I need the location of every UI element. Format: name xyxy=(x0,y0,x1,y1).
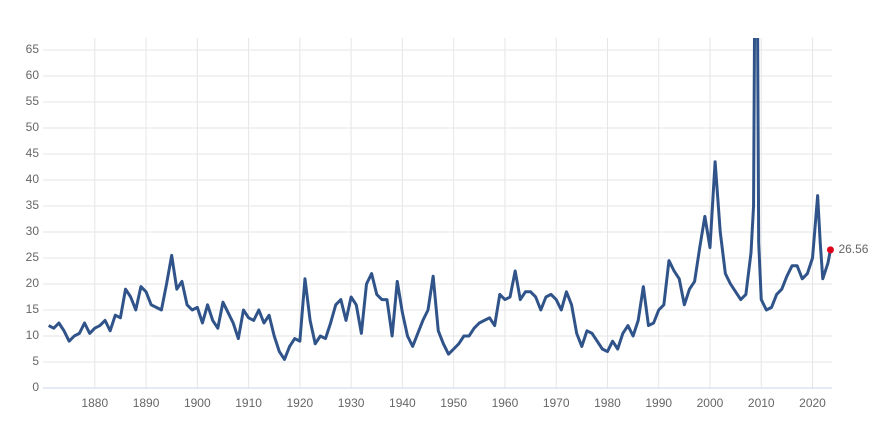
y-tick-label: 10 xyxy=(26,328,40,342)
y-tick-label: 35 xyxy=(26,198,40,212)
y-tick-label: 60 xyxy=(26,68,40,82)
last-value-label: 26.56 xyxy=(838,242,868,256)
y-tick-label: 50 xyxy=(26,120,40,134)
y-tick-label: 20 xyxy=(26,276,40,290)
x-tick-label: 1990 xyxy=(645,396,672,410)
x-tick-label: 1960 xyxy=(492,396,519,410)
x-tick-label: 1890 xyxy=(133,396,160,410)
x-tick-label: 1940 xyxy=(389,396,416,410)
y-tick-label: 40 xyxy=(26,172,40,186)
y-tick-label: 45 xyxy=(26,146,40,160)
y-tick-label: 55 xyxy=(26,94,40,108)
y-tick-label: 5 xyxy=(32,354,39,368)
x-tick-label: 2010 xyxy=(748,396,775,410)
line xyxy=(47,38,832,361)
x-tick-label: 1970 xyxy=(543,396,570,410)
y-tick-label: 0 xyxy=(32,380,39,394)
y-tick-label: 65 xyxy=(26,42,40,56)
x-tick-label: 1950 xyxy=(440,396,467,410)
y-tick-label: 30 xyxy=(26,224,40,238)
x-tick-label: 1880 xyxy=(81,396,108,410)
y-tick-label: 15 xyxy=(26,302,40,316)
x-tick-label: 1920 xyxy=(286,396,313,410)
x-tick-label: 1900 xyxy=(184,396,211,410)
y-tick-label: 25 xyxy=(26,250,40,264)
x-tick-label: 1910 xyxy=(235,396,262,410)
x-tick-label: 1930 xyxy=(338,396,365,410)
x-tick-label: 2020 xyxy=(799,396,826,410)
last-point xyxy=(826,246,834,254)
x-tick-label: 1980 xyxy=(594,396,621,410)
x-tick-label: 2000 xyxy=(697,396,724,410)
